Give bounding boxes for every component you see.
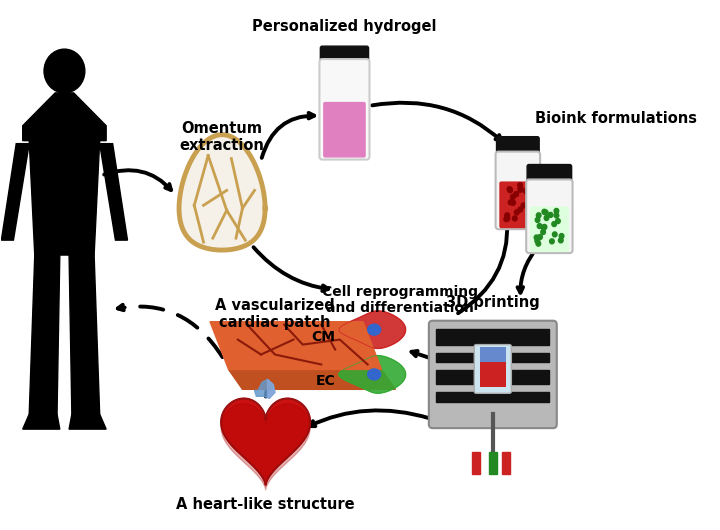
FancyBboxPatch shape: [323, 102, 366, 157]
FancyBboxPatch shape: [320, 46, 369, 64]
Circle shape: [544, 210, 548, 215]
Circle shape: [541, 229, 546, 234]
Circle shape: [521, 203, 526, 208]
Circle shape: [504, 217, 508, 222]
Circle shape: [505, 213, 510, 218]
Circle shape: [554, 208, 559, 214]
Polygon shape: [228, 369, 395, 390]
Circle shape: [542, 224, 546, 229]
Text: Cell reprogramming
and differentiation: Cell reprogramming and differentiation: [322, 285, 478, 315]
Text: 3D printing: 3D printing: [446, 295, 540, 310]
Circle shape: [559, 238, 563, 243]
Text: Bioink formulations: Bioink formulations: [534, 111, 696, 126]
Polygon shape: [1, 144, 30, 240]
FancyBboxPatch shape: [480, 347, 505, 363]
Circle shape: [518, 207, 523, 212]
Circle shape: [513, 216, 517, 221]
Circle shape: [518, 187, 523, 192]
Circle shape: [514, 192, 518, 197]
Bar: [502, 452, 510, 474]
FancyBboxPatch shape: [320, 59, 369, 160]
Circle shape: [44, 49, 85, 93]
Circle shape: [556, 218, 560, 224]
FancyBboxPatch shape: [429, 321, 557, 428]
Circle shape: [518, 186, 523, 191]
Polygon shape: [221, 403, 310, 490]
FancyBboxPatch shape: [495, 152, 540, 229]
Circle shape: [508, 188, 513, 193]
Text: Omentum
extraction: Omentum extraction: [179, 121, 264, 153]
Circle shape: [542, 209, 546, 214]
FancyBboxPatch shape: [436, 329, 549, 345]
Circle shape: [535, 238, 539, 243]
Ellipse shape: [368, 324, 381, 335]
Polygon shape: [221, 399, 310, 485]
Polygon shape: [179, 135, 265, 250]
Circle shape: [527, 211, 531, 216]
Circle shape: [508, 200, 513, 205]
Polygon shape: [30, 255, 60, 414]
Circle shape: [534, 235, 539, 240]
Polygon shape: [99, 144, 127, 240]
FancyBboxPatch shape: [527, 164, 572, 184]
Polygon shape: [23, 414, 60, 429]
Polygon shape: [30, 140, 99, 255]
Circle shape: [541, 225, 546, 230]
Circle shape: [544, 216, 549, 220]
Circle shape: [537, 224, 542, 228]
FancyBboxPatch shape: [497, 137, 539, 156]
Polygon shape: [69, 414, 106, 429]
Polygon shape: [339, 356, 405, 393]
Circle shape: [505, 216, 510, 221]
Text: EC: EC: [315, 374, 336, 388]
Circle shape: [554, 213, 559, 218]
Circle shape: [518, 183, 523, 188]
Text: A vascularized
cardiac patch: A vascularized cardiac patch: [215, 298, 335, 330]
Text: CM: CM: [311, 330, 336, 343]
Circle shape: [549, 239, 554, 244]
Circle shape: [538, 235, 542, 240]
Polygon shape: [254, 379, 275, 399]
Polygon shape: [23, 93, 106, 140]
Circle shape: [536, 241, 541, 246]
Circle shape: [515, 210, 519, 215]
Circle shape: [552, 222, 557, 226]
FancyBboxPatch shape: [474, 344, 511, 393]
Circle shape: [552, 232, 557, 237]
Text: A heart-like structure: A heart-like structure: [176, 497, 355, 512]
Circle shape: [510, 195, 515, 199]
Polygon shape: [268, 379, 275, 399]
Circle shape: [536, 213, 541, 218]
Bar: [472, 452, 480, 474]
FancyBboxPatch shape: [436, 392, 549, 402]
FancyBboxPatch shape: [480, 363, 505, 387]
FancyBboxPatch shape: [436, 370, 549, 384]
Circle shape: [548, 213, 553, 217]
Circle shape: [559, 234, 564, 238]
Polygon shape: [69, 255, 99, 414]
Circle shape: [507, 187, 512, 192]
Polygon shape: [339, 311, 405, 348]
Circle shape: [510, 200, 516, 205]
Bar: [489, 452, 497, 474]
Text: Personalized hydrogel: Personalized hydrogel: [252, 19, 437, 34]
FancyBboxPatch shape: [499, 181, 536, 228]
FancyBboxPatch shape: [436, 352, 549, 363]
Ellipse shape: [368, 369, 381, 380]
Polygon shape: [210, 322, 382, 369]
Circle shape: [535, 217, 540, 223]
FancyBboxPatch shape: [526, 180, 572, 253]
Circle shape: [523, 189, 528, 194]
FancyBboxPatch shape: [530, 206, 569, 252]
